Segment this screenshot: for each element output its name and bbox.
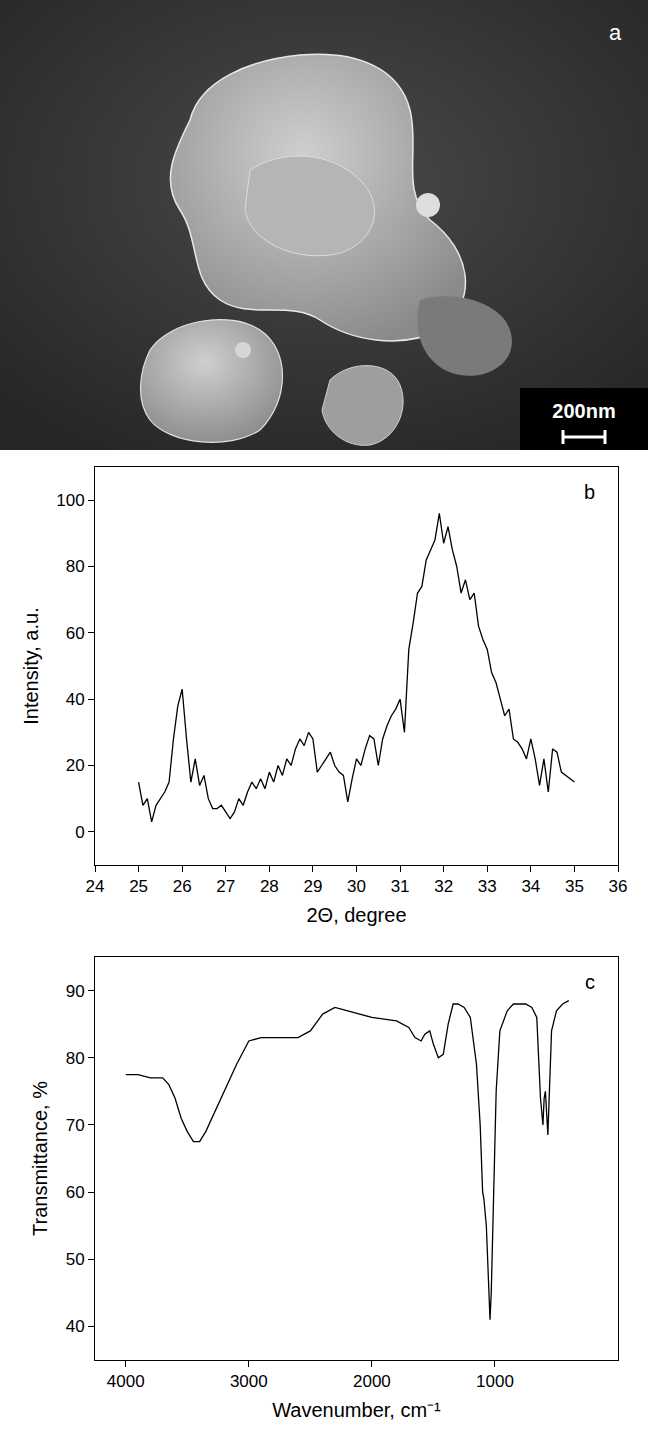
- svg-text:31: 31: [391, 877, 410, 896]
- svg-text:1000: 1000: [476, 1372, 514, 1391]
- svg-text:Intensity, a.u.: Intensity, a.u.: [20, 607, 42, 724]
- svg-text:26: 26: [173, 877, 192, 896]
- svg-text:a: a: [609, 20, 622, 45]
- svg-text:40: 40: [66, 1317, 85, 1336]
- svg-text:Transmittance, %: Transmittance, %: [29, 1081, 51, 1236]
- svg-text:25: 25: [129, 877, 148, 896]
- svg-text:36: 36: [609, 877, 628, 896]
- svg-text:Wavenumber, cm⁻¹: Wavenumber, cm⁻¹: [272, 1399, 441, 1421]
- svg-text:30: 30: [347, 877, 366, 896]
- svg-text:80: 80: [66, 557, 85, 576]
- svg-text:24: 24: [86, 877, 105, 896]
- svg-text:50: 50: [66, 1250, 85, 1269]
- svg-text:32: 32: [434, 877, 453, 896]
- svg-text:90: 90: [66, 982, 85, 1001]
- svg-text:33: 33: [478, 877, 497, 896]
- svg-text:3000: 3000: [230, 1372, 268, 1391]
- svg-text:20: 20: [66, 756, 85, 775]
- svg-text:70: 70: [66, 1116, 85, 1135]
- svg-text:34: 34: [521, 877, 540, 896]
- svg-text:35: 35: [565, 877, 584, 896]
- svg-text:60: 60: [66, 624, 85, 643]
- svg-text:2000: 2000: [353, 1372, 391, 1391]
- svg-text:2Θ, degree: 2Θ, degree: [306, 904, 406, 926]
- svg-text:c: c: [585, 971, 595, 993]
- svg-text:28: 28: [260, 877, 279, 896]
- svg-text:100: 100: [56, 491, 84, 510]
- svg-text:60: 60: [66, 1183, 85, 1202]
- svg-text:80: 80: [66, 1049, 85, 1068]
- svg-text:200nm: 200nm: [552, 400, 615, 422]
- svg-text:29: 29: [303, 877, 322, 896]
- svg-text:0: 0: [75, 823, 84, 842]
- svg-text:40: 40: [66, 690, 85, 709]
- svg-text:4000: 4000: [107, 1372, 145, 1391]
- svg-text:b: b: [584, 481, 595, 503]
- svg-text:27: 27: [216, 877, 235, 896]
